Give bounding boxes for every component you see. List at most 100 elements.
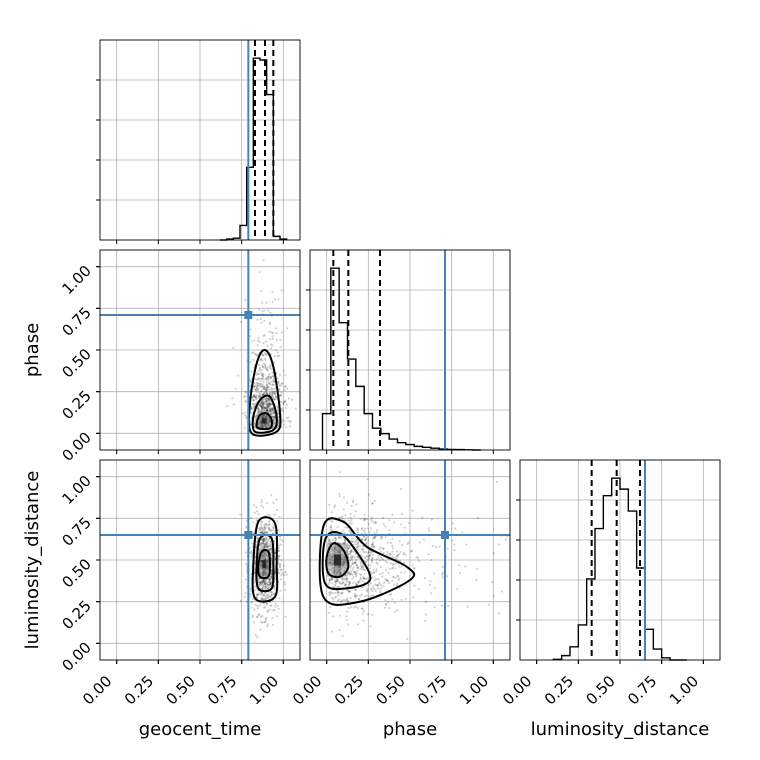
scatter-point — [262, 578, 266, 582]
scatter-point — [387, 572, 390, 575]
scatter-point — [261, 392, 264, 396]
scatter-point — [266, 406, 270, 409]
scatter-point — [262, 597, 265, 601]
scatter-point — [367, 539, 370, 542]
scatter-point — [353, 514, 356, 517]
scatter-point — [264, 531, 268, 534]
scatter-point — [353, 606, 356, 609]
scatter-point — [446, 604, 450, 608]
scatter-point — [226, 405, 229, 408]
scatter-point — [267, 409, 270, 412]
scatter-point — [352, 550, 355, 553]
scatter-point — [269, 407, 272, 410]
scatter-point — [256, 344, 259, 347]
scatter-point — [374, 522, 378, 525]
scatter-point — [275, 338, 278, 342]
scatter-point — [407, 522, 411, 525]
scatter-point — [267, 379, 270, 382]
scatter-point — [328, 591, 331, 594]
scatter-point — [360, 538, 364, 541]
histogram-bars-phase — [321, 267, 481, 451]
scatter-point — [265, 368, 268, 371]
scatter-point — [268, 388, 272, 391]
scatter-point — [258, 581, 262, 584]
scatter-point — [285, 573, 288, 576]
scatter-point — [267, 545, 270, 548]
scatter-point — [261, 537, 265, 540]
scatter-point — [389, 554, 392, 557]
scatter-point — [265, 399, 268, 402]
scatter-point — [261, 404, 264, 407]
scatter-point — [249, 328, 252, 331]
scatter-point — [362, 577, 365, 580]
scatter-point — [251, 396, 254, 399]
scatter-point — [388, 607, 391, 610]
scatter-point — [570, 603, 572, 605]
scatter-point — [271, 408, 274, 412]
scatter-point — [269, 583, 272, 586]
scatter-point — [260, 358, 263, 361]
scatter-point — [346, 578, 349, 581]
scatter-point — [266, 602, 269, 605]
scatter-point — [258, 396, 261, 399]
scatter-point — [413, 566, 416, 569]
scatter-point — [396, 582, 399, 585]
scatter-point — [386, 550, 389, 554]
scatter-point — [364, 531, 367, 535]
scatter-point — [338, 536, 341, 540]
scatter-point — [252, 358, 255, 361]
scatter-point — [418, 560, 421, 563]
scatter-point — [272, 383, 275, 386]
scatter-point — [350, 557, 353, 560]
scatter-point — [266, 404, 269, 407]
scatter-point — [268, 527, 271, 530]
scatter-point — [355, 503, 358, 506]
scatter-point — [351, 558, 354, 561]
scatter-point — [255, 540, 259, 544]
scatter-point — [387, 600, 390, 603]
scatter-point — [252, 399, 255, 402]
scatter-point — [259, 402, 262, 406]
scatter-point — [382, 581, 386, 584]
scatter-point — [348, 589, 351, 593]
scatter-point — [334, 591, 337, 594]
scatter-point — [268, 337, 272, 341]
scatter-point — [280, 289, 283, 292]
scatter-point — [381, 558, 385, 562]
scatter-point — [271, 415, 275, 418]
scatter-point — [337, 580, 340, 583]
contour-level-2 — [251, 394, 278, 434]
scatter-point — [273, 398, 276, 401]
scatter-point — [268, 519, 271, 522]
scatter-point — [264, 587, 267, 591]
scatter-point — [264, 406, 267, 409]
scatter-point — [265, 586, 268, 589]
scatter-point — [258, 366, 261, 370]
scatter-point — [271, 526, 275, 530]
scatter-point — [265, 594, 268, 597]
scatter-point — [361, 607, 364, 610]
scatter-point — [269, 408, 272, 411]
scatter-point — [498, 543, 501, 546]
scatter-point — [265, 530, 268, 534]
scatter-point — [459, 572, 462, 575]
scatter-point — [258, 549, 261, 552]
scatter-point — [257, 513, 260, 516]
scatter-point — [262, 393, 265, 396]
scatter-point — [273, 571, 277, 574]
scatter-point — [268, 577, 271, 580]
scatter-point — [378, 582, 381, 586]
scatter-point — [366, 589, 369, 592]
scatter-point — [367, 493, 371, 496]
scatter-point — [339, 592, 342, 595]
scatter-point — [348, 552, 351, 556]
scatter-point — [399, 550, 402, 554]
scatter-point — [379, 546, 382, 549]
scatter-point — [258, 528, 261, 531]
scatter-point — [261, 301, 264, 304]
scatter-point — [276, 405, 279, 408]
scatter-point — [265, 378, 268, 381]
scatter-point — [377, 554, 380, 558]
scatter-point — [277, 562, 280, 565]
scatter-point — [356, 556, 360, 559]
